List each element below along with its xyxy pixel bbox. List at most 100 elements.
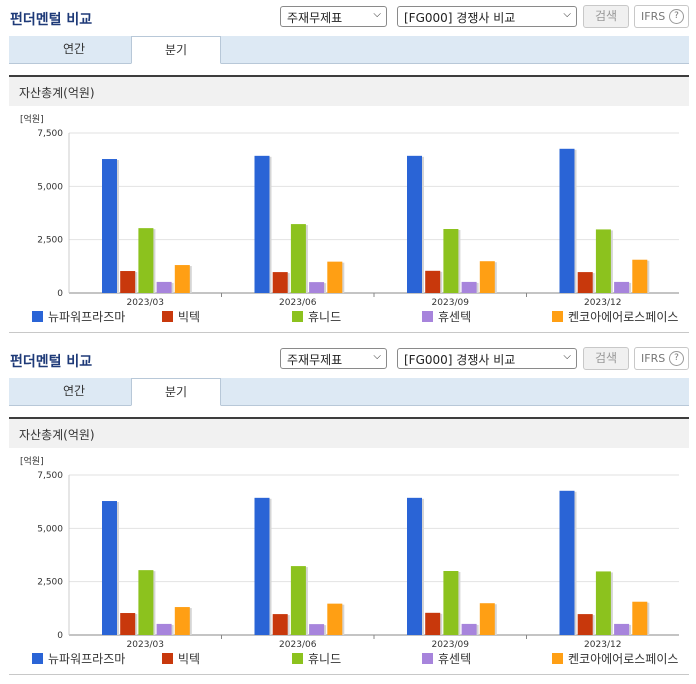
tab-quarterly[interactable]: 분기 — [131, 36, 221, 64]
bar[interactable] — [254, 155, 270, 293]
panel-title: 펀더멘털 비교 — [10, 354, 93, 370]
bar[interactable] — [309, 282, 325, 293]
bar[interactable] — [102, 501, 117, 635]
bar[interactable] — [272, 272, 288, 293]
bar[interactable] — [407, 155, 422, 293]
bar[interactable] — [425, 612, 441, 635]
tab-quarterly[interactable]: 분기 — [131, 378, 221, 406]
section-header: 자산총계(억원) — [9, 75, 689, 106]
legend-item[interactable]: 휴니드 — [292, 308, 341, 325]
bar[interactable] — [614, 281, 630, 293]
period-tabs: 연간 분기 — [9, 378, 689, 406]
bar[interactable] — [138, 228, 154, 293]
legend-swatch — [552, 311, 563, 322]
bar[interactable] — [102, 159, 117, 293]
bar[interactable] — [290, 566, 306, 635]
legend-swatch — [422, 653, 433, 664]
bar[interactable] — [425, 270, 441, 293]
chevron-down-icon: ⌵ — [373, 351, 381, 362]
help-icon: ? — [669, 9, 684, 24]
help-icon: ? — [669, 351, 684, 366]
y-tick-label: 7,500 — [37, 471, 63, 481]
bar[interactable] — [272, 614, 288, 635]
legend-label: 휴니드 — [308, 652, 342, 666]
bar[interactable] — [120, 613, 136, 635]
bar[interactable] — [254, 497, 270, 635]
bar[interactable] — [407, 497, 422, 635]
legend-swatch — [422, 311, 433, 322]
x-tick-label: 2023/09 — [432, 298, 470, 306]
bar[interactable] — [327, 603, 343, 635]
bar[interactable] — [174, 607, 190, 635]
x-tick-label: 2023/03 — [127, 298, 164, 306]
comparison-panel: 펀더멘털 비교 주재무제표 ⌵ [FG000] 경쟁사 비교 ⌵ 검색 IFRS… — [0, 342, 696, 684]
bar[interactable] — [461, 281, 477, 293]
bar[interactable] — [632, 601, 648, 635]
bar[interactable] — [290, 224, 306, 293]
bar[interactable] — [479, 261, 495, 293]
y-tick-label: 7,500 — [37, 129, 63, 139]
financial-statement-select[interactable]: 주재무제표 ⌵ — [280, 348, 387, 369]
ifrs-help-button[interactable]: IFRS ? — [634, 347, 689, 370]
ifrs-help-button[interactable]: IFRS ? — [634, 5, 689, 28]
y-tick-label: 5,000 — [37, 524, 63, 534]
legend-item[interactable]: 빅텍 — [162, 308, 200, 325]
legend-label: 빅텍 — [178, 652, 201, 666]
bar[interactable] — [327, 261, 343, 293]
legend-item[interactable]: 뉴파워프라즈마 — [32, 308, 125, 325]
x-tick-label: 2023/12 — [584, 298, 621, 306]
financial-statement-select[interactable]: 주재무제표 ⌵ — [280, 6, 387, 27]
legend-item[interactable]: 휴센텍 — [422, 308, 471, 325]
bar[interactable] — [461, 623, 477, 635]
legend-label: 휴센텍 — [438, 310, 472, 324]
comparison-panel: 펀더멘털 비교 주재무제표 ⌵ [FG000] 경쟁사 비교 ⌵ 검색 IFRS… — [9, 5, 689, 333]
search-button[interactable]: 검색 — [583, 5, 629, 28]
legend-item[interactable]: 뉴파워프라즈마 — [32, 650, 125, 667]
y-tick-label: 0 — [57, 289, 63, 299]
legend-item[interactable]: 빅텍 — [162, 650, 200, 667]
search-button[interactable]: 검색 — [583, 347, 629, 370]
tab-annual[interactable]: 연간 — [62, 384, 86, 398]
bar[interactable] — [614, 623, 630, 635]
bar[interactable] — [595, 229, 611, 293]
legend-item[interactable]: 휴센텍 — [422, 650, 471, 667]
comparison-group-select[interactable]: [FG000] 경쟁사 비교 ⌵ — [397, 348, 577, 369]
financial-statement-select-value: 주재무제표 — [287, 353, 343, 367]
bar[interactable] — [577, 614, 593, 635]
bar[interactable] — [559, 490, 575, 635]
bar[interactable] — [174, 265, 190, 293]
bar[interactable] — [559, 148, 575, 293]
bar[interactable] — [138, 570, 154, 635]
bar[interactable] — [156, 623, 172, 635]
legend-label: 빅텍 — [178, 310, 201, 324]
y-tick-label: 2,500 — [37, 578, 63, 588]
bar[interactable] — [443, 229, 459, 293]
section-title: 자산총계(억원) — [19, 86, 95, 100]
legend-label: 휴센텍 — [438, 652, 472, 666]
legend-item[interactable]: 휴니드 — [292, 650, 341, 667]
legend-label: 뉴파워프라즈마 — [48, 310, 126, 324]
comparison-group-select-value: [FG000] 경쟁사 비교 — [404, 353, 516, 367]
legend-item[interactable]: 켄코아에어로스페이스 — [552, 650, 678, 667]
panel-title: 펀더멘털 비교 — [10, 12, 93, 28]
legend-label: 켄코아에어로스페이스 — [568, 652, 679, 666]
y-axis-label: [억원] — [20, 455, 44, 467]
x-tick-label: 2023/06 — [279, 640, 317, 648]
bar[interactable] — [577, 272, 593, 293]
bar[interactable] — [156, 281, 172, 293]
bar[interactable] — [120, 271, 136, 293]
x-tick-label: 2023/03 — [127, 640, 164, 648]
total-assets-bar-chart: [억원] 0 2,500 5,000 7,500 2023/03 2023/06 2023/0… — [20, 113, 679, 306]
y-axis-label: [억원] — [20, 113, 44, 125]
panel-divider — [9, 332, 689, 333]
legend-item[interactable]: 켄코아에어로스페이스 — [552, 308, 678, 325]
bar[interactable] — [595, 571, 611, 635]
bar[interactable] — [309, 624, 325, 635]
bar[interactable] — [479, 603, 495, 635]
chevron-down-icon: ⌵ — [373, 9, 381, 20]
legend-swatch — [32, 653, 43, 664]
comparison-group-select[interactable]: [FG000] 경쟁사 비교 ⌵ — [397, 6, 577, 27]
bar[interactable] — [632, 259, 648, 293]
tab-annual[interactable]: 연간 — [62, 42, 86, 56]
bar[interactable] — [443, 571, 459, 635]
